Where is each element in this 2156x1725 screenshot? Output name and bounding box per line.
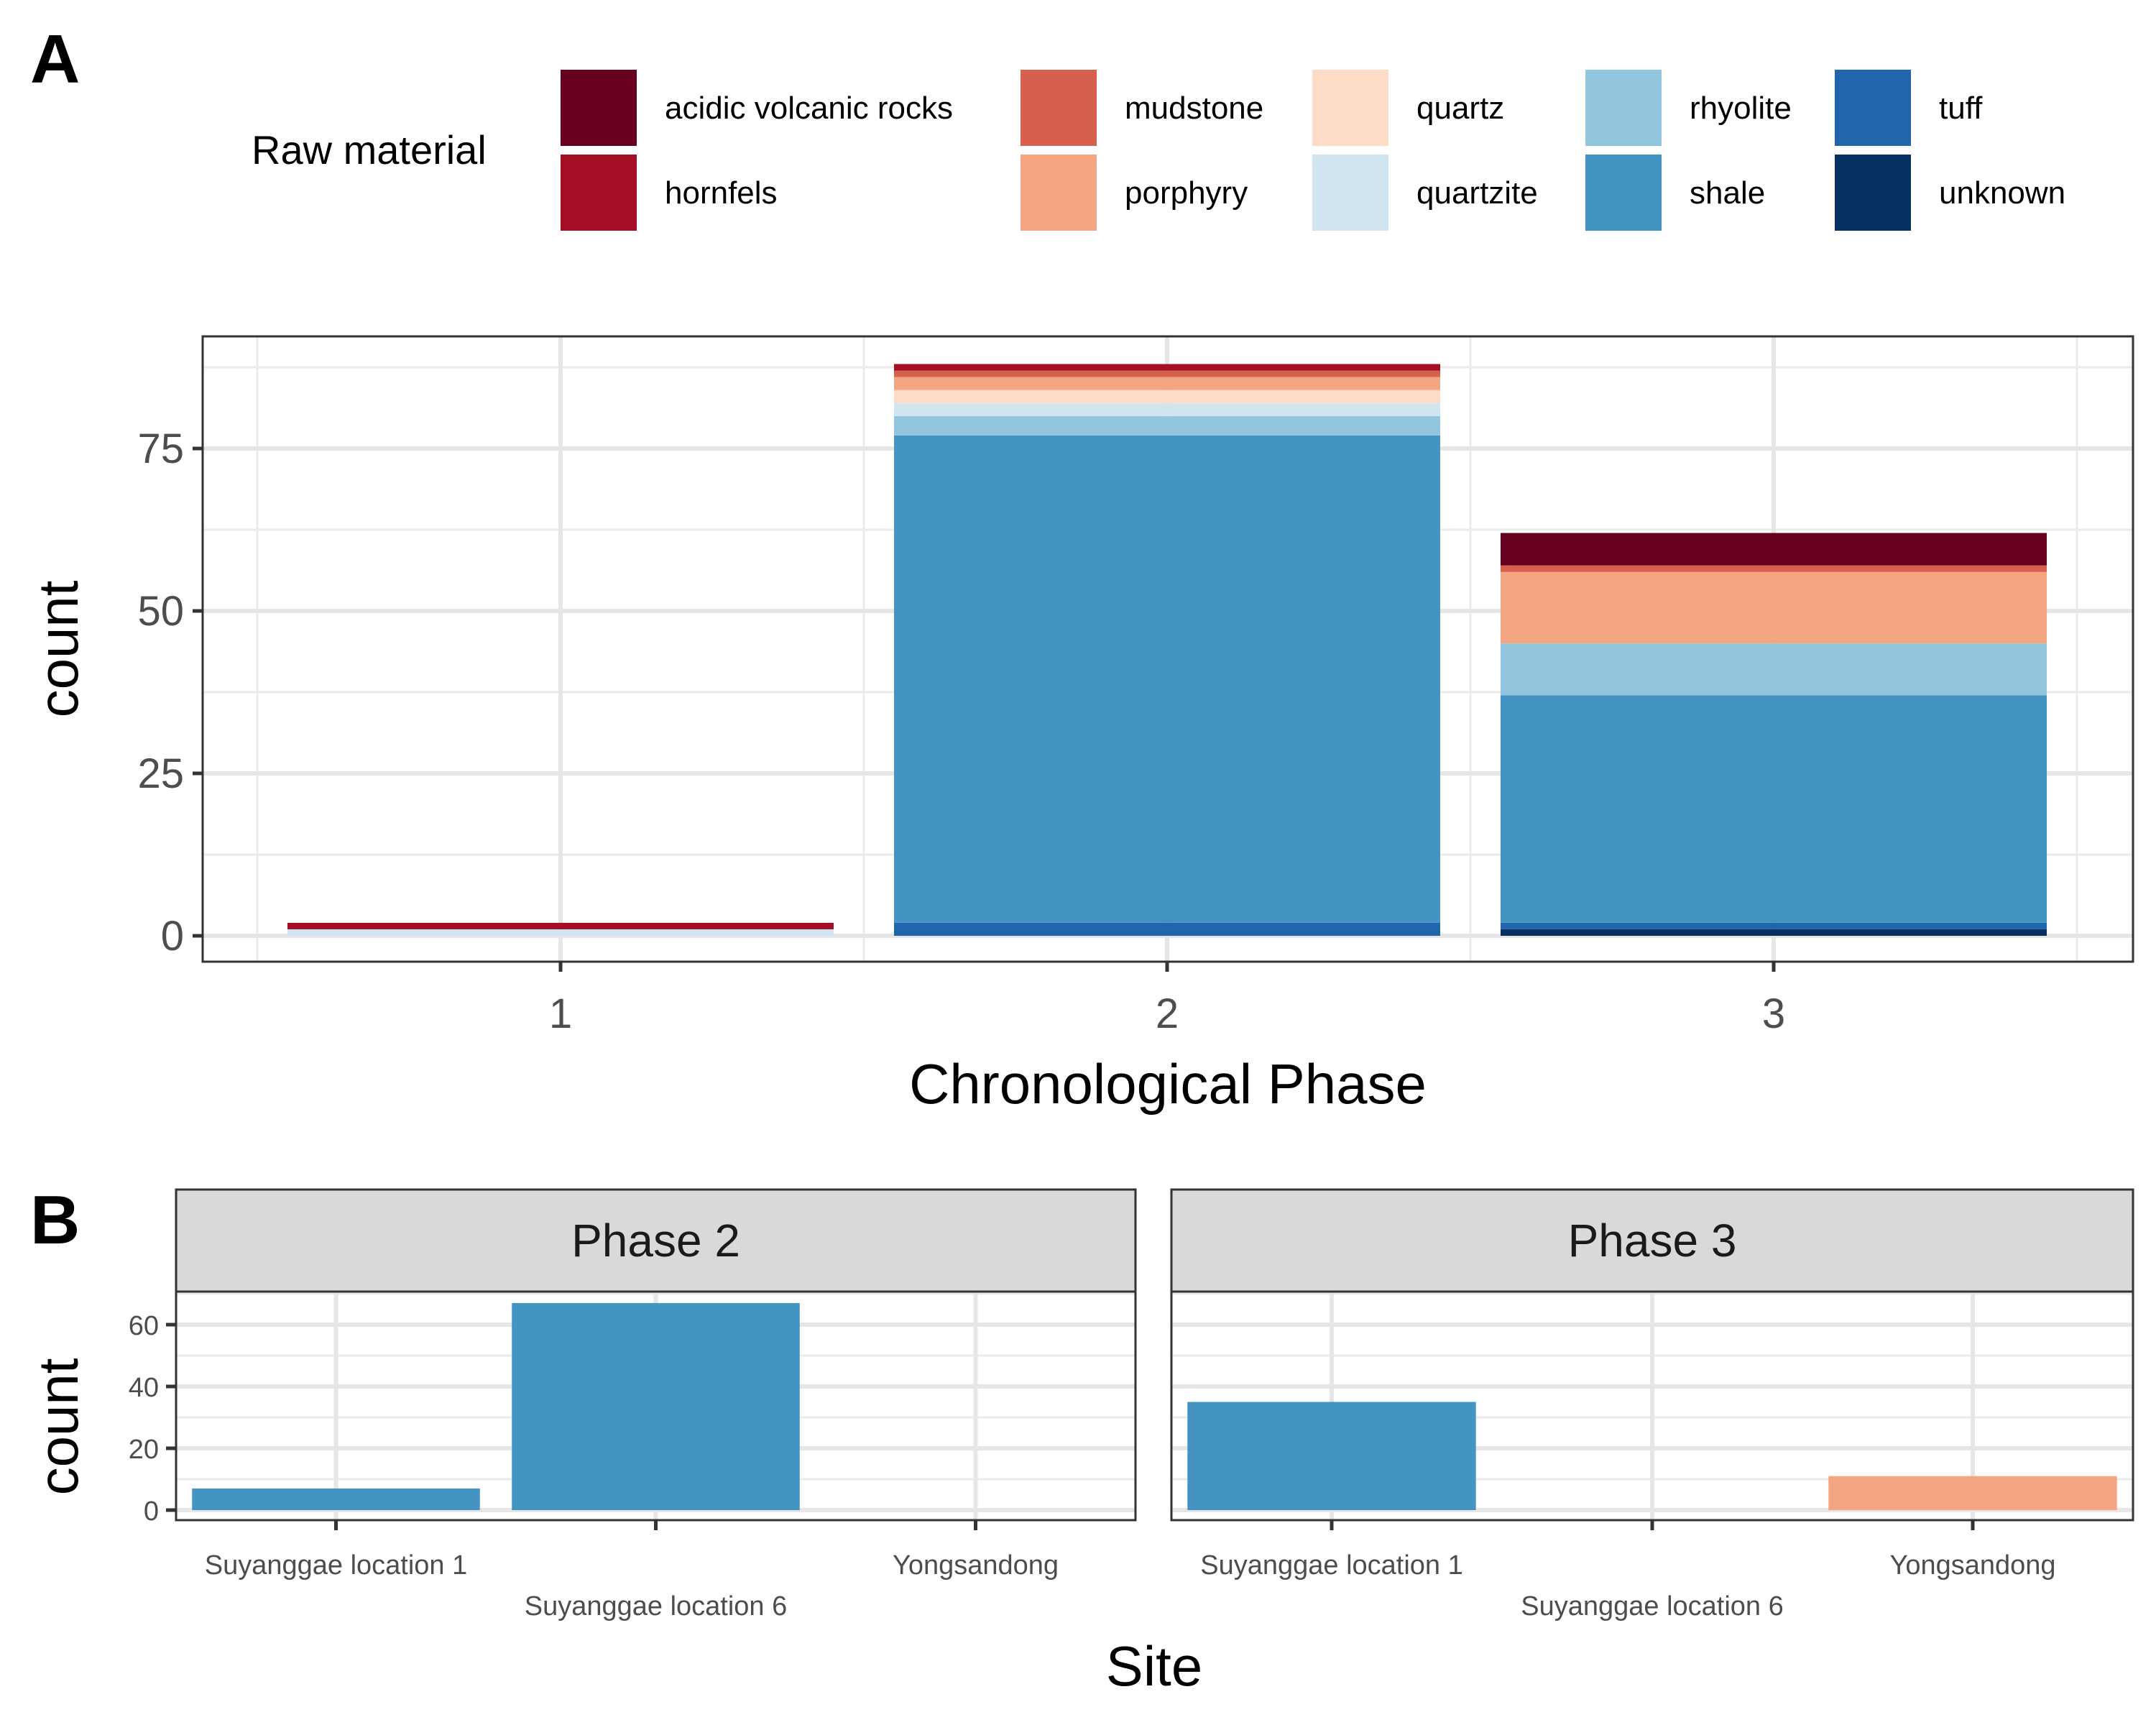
legend-label: acidic volcanic rocks (665, 91, 953, 126)
y-axis-title: count (27, 580, 90, 717)
legend-item: mudstone (1021, 70, 1263, 146)
x-tick-label: Yongsandong (1889, 1550, 2055, 1581)
legend-item: porphyry (1021, 155, 1248, 231)
legend-title: Raw material (252, 127, 487, 172)
legend-item: hornfels (561, 155, 778, 231)
bar (192, 1488, 480, 1510)
facet-strip-label: Phase 3 (1568, 1215, 1737, 1266)
legend-key (1021, 70, 1097, 146)
legend-item: tuff (1835, 70, 1983, 146)
bar-segment (894, 390, 1440, 403)
legend-key (1585, 155, 1662, 231)
y-tick-label: 0 (161, 913, 184, 960)
legend-key (1585, 70, 1662, 146)
bar-segment (1501, 922, 2047, 929)
panel-label-b: B (30, 1182, 80, 1259)
bar-segment (894, 922, 1440, 936)
legend-item: acidic volcanic rocks (561, 70, 953, 146)
legend-key (1835, 155, 1911, 231)
bar-segment (1501, 565, 2047, 572)
legend-key (1835, 70, 1911, 146)
bar (1187, 1402, 1476, 1510)
x-tick-label: 1 (549, 990, 572, 1037)
x-axis-title-b: Site (1106, 1634, 1202, 1698)
bar-segment (1501, 695, 2047, 923)
legend-label: mudstone (1125, 91, 1263, 126)
bar-segment (894, 364, 1440, 371)
legend-label: quartz (1416, 91, 1504, 126)
facet-panel: Phase 2 Suyanggae location 1 Suyanggae loc… (129, 1188, 1137, 1622)
legend-label: rhyolite (1690, 91, 1792, 126)
y-tick-label: 40 (129, 1373, 159, 1403)
x-axis-title: Chronological Phase (909, 1052, 1427, 1116)
y-axis-title-b: count (27, 1358, 90, 1495)
x-tick-label: Yongsandong (893, 1550, 1059, 1581)
x-tick-label: Suyanggae location 6 (525, 1591, 788, 1622)
y-tick-label: 50 (137, 588, 184, 635)
y-tick-label: 60 (129, 1311, 159, 1341)
y-tick-label: 20 (129, 1435, 159, 1465)
legend-label: porphyry (1125, 175, 1248, 211)
facet-strip-label: Phase 2 (571, 1215, 740, 1266)
panel-label-a: A (30, 21, 80, 98)
bar (1828, 1476, 2117, 1510)
bar-segment (1501, 571, 2047, 644)
x-tick-label: Suyanggae location 6 (1521, 1591, 1784, 1622)
legend-label: tuff (1939, 91, 1983, 126)
legend-label: hornfels (665, 175, 778, 211)
x-tick-label: 2 (1156, 990, 1179, 1037)
facet-panel: Phase 3 Suyanggae location 1 Suyanggae loc… (1170, 1188, 2134, 1622)
bar-segment (287, 929, 834, 936)
legend-label: unknown (1939, 175, 2065, 211)
legend-label: quartzite (1416, 175, 1538, 211)
y-tick-label: 25 (137, 750, 184, 797)
y-tick-label: 75 (137, 426, 184, 472)
y-tick-label: 0 (144, 1496, 159, 1527)
bar-segment (894, 370, 1440, 377)
legend-key (1312, 70, 1388, 146)
legend-key (1021, 155, 1097, 231)
bar-segment (1501, 643, 2047, 696)
bar-segment (894, 377, 1440, 390)
bar-segment (894, 415, 1440, 436)
legend-key (561, 155, 637, 231)
legend-key (561, 70, 637, 146)
legend-item: unknown (1835, 155, 2065, 231)
x-tick-label: Suyanggae location 1 (1200, 1550, 1463, 1581)
bar-segment (1501, 929, 2047, 936)
legend-item: shale (1585, 155, 1765, 231)
bar-segment (287, 922, 834, 929)
x-tick-label: 3 (1762, 990, 1785, 1037)
bar-segment (1501, 533, 2047, 566)
x-tick-label: Suyanggae location 1 (205, 1550, 468, 1581)
legend-label: shale (1690, 175, 1765, 211)
legend-key (1312, 155, 1388, 231)
bar-segment (894, 402, 1440, 416)
legend-item: quartzite (1312, 155, 1538, 231)
bar-segment (894, 435, 1440, 923)
legend-item: rhyolite (1585, 70, 1792, 146)
bar (512, 1302, 800, 1510)
legend-item: quartz (1312, 70, 1504, 146)
facet-strip (1170, 1188, 2134, 1293)
